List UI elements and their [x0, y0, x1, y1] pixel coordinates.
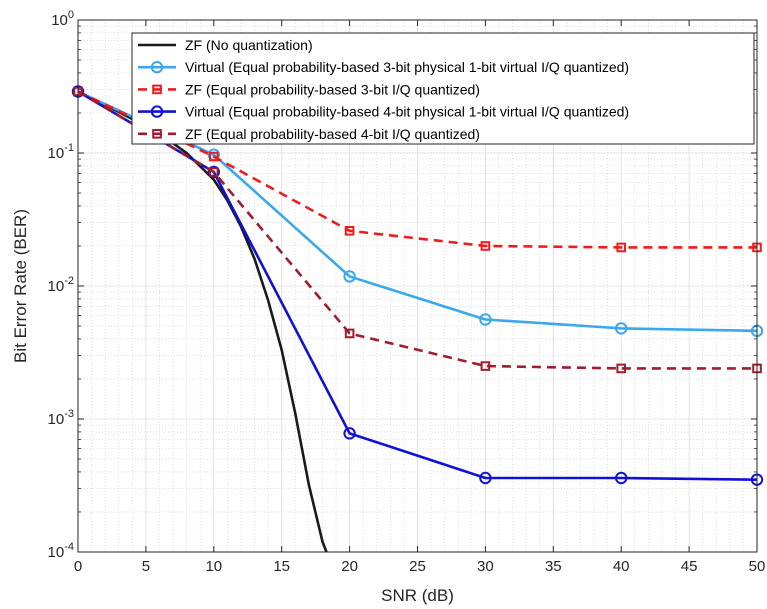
x-tick-label: 15 — [273, 558, 290, 575]
legend-entry-4: Virtual (Equal probability-based 4-bit p… — [138, 104, 629, 120]
legend-label: ZF (Equal probability-based 4-bit I/Q qu… — [185, 126, 480, 142]
data-point — [344, 328, 355, 339]
legend-entry-2: Virtual (Equal probability-based 3-bit p… — [138, 59, 629, 75]
data-point — [209, 167, 219, 177]
data-point — [344, 226, 355, 236]
x-tick-label: 40 — [613, 558, 630, 575]
legend-marker — [150, 105, 164, 118]
x-tick-label: 5 — [142, 558, 150, 575]
data-point — [616, 242, 627, 253]
data-point — [343, 427, 356, 440]
x-tick-label: 50 — [749, 558, 766, 575]
x-axis-label: SNR (dB) — [381, 586, 454, 605]
x-tick-label: 20 — [341, 558, 358, 575]
data-point — [616, 363, 627, 374]
y-axis-label: Bit Error Rate (BER) — [11, 209, 30, 363]
legend-marker — [150, 60, 164, 74]
data-point — [207, 165, 221, 179]
x-tick-label: 25 — [409, 558, 426, 575]
legend: ZF (No quantization) Virtual (Equal proba… — [131, 32, 755, 145]
x-tick-label: 45 — [681, 558, 698, 575]
x-tick-label: 35 — [545, 558, 562, 575]
data-point — [479, 313, 492, 326]
series-5 — [73, 86, 762, 374]
legend-entry-5: ZF (Equal probability-based 4-bit I/Q qu… — [138, 126, 480, 142]
tick-layer: 0 5 10 15 20 25 30 35 40 45 50 100 10-1 10-2 10-3 10-4 — [48, 9, 766, 575]
data-point — [343, 270, 356, 283]
data-point — [615, 322, 628, 335]
data-point — [209, 151, 219, 162]
x-tick-label: 10 — [205, 558, 222, 575]
y-tick-label: 10-4 — [48, 541, 74, 561]
series-line — [77, 90, 757, 249]
x-tick-label: 0 — [74, 558, 82, 575]
legend-label: ZF (No quantization) — [185, 37, 313, 53]
data-point — [479, 471, 492, 485]
legend-box — [131, 32, 755, 145]
y-tick-label: 100 — [51, 9, 74, 29]
legend-label: Virtual (Equal probability-based 4-bit p… — [185, 104, 629, 120]
legend-marker — [152, 129, 162, 139]
y-tick-label: 10-2 — [48, 275, 74, 295]
legend-entry-1: ZF (No quantization) — [138, 37, 313, 53]
x-tick-label: 30 — [477, 558, 494, 575]
data-point — [480, 361, 491, 371]
legend-entry-3: ZF (Equal probability-based 3-bit I/Q qu… — [138, 81, 480, 97]
y-tick-label: 10-1 — [48, 142, 74, 162]
legend-marker — [152, 84, 162, 95]
y-tick-label: 10-3 — [48, 408, 74, 428]
series-line — [77, 90, 758, 481]
data-point — [480, 241, 491, 251]
legend-label: ZF (Equal probability-based 3-bit I/Q qu… — [185, 81, 480, 97]
series-line — [77, 90, 757, 370]
legend-label: Virtual (Equal probability-based 3-bit p… — [185, 59, 629, 75]
data-point — [615, 471, 628, 485]
